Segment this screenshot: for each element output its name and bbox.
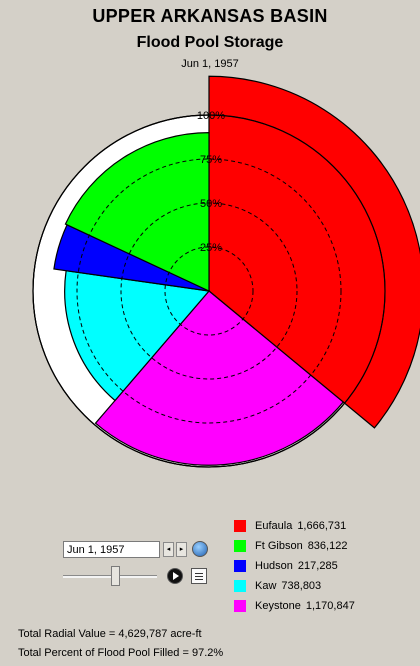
total-percent-filled: Total Percent of Flood Pool Filled = 97.… (18, 647, 224, 659)
globe-icon[interactable] (192, 541, 208, 557)
notes-icon[interactable] (191, 568, 207, 584)
legend-item: Kaw 738,803 (234, 576, 355, 596)
legend-swatch (234, 600, 246, 612)
legend-value: 217,285 (297, 560, 338, 572)
date-input[interactable]: Jun 1, 1957 (63, 541, 160, 558)
outer-ring (32, 114, 386, 468)
wedge-eufaula (208, 75, 420, 429)
legend-label: Ft Gibson (255, 540, 303, 552)
ring-line (76, 158, 342, 424)
legend-swatch (234, 540, 246, 552)
total-radial-value: Total Radial Value = 4,629,787 acre-ft (18, 628, 202, 640)
legend-value: 1,170,847 (305, 600, 355, 612)
legend-label: Eufaula (255, 520, 293, 532)
ring-line (120, 202, 298, 380)
legend-label: Keystone (255, 600, 301, 612)
next-date-button[interactable]: ▸ (176, 542, 187, 557)
polar-chart: 25% 50% 75% 100% (32, 75, 420, 468)
ring-label: 50% (200, 198, 222, 210)
legend-swatch (234, 560, 246, 572)
wedge-ft-gibson (64, 131, 210, 292)
ring-line (164, 246, 254, 336)
legend-swatch (234, 520, 246, 532)
prev-date-button[interactable]: ◂ (163, 542, 174, 557)
legend-value: 836,122 (307, 540, 348, 552)
wedge-kaw (64, 270, 211, 402)
chart-subtitle: Flood Pool Storage (136, 34, 284, 51)
ring-label: 25% (200, 242, 222, 254)
chart-title: UPPER ARKANSAS BASIN (92, 6, 328, 26)
legend-item: Ft Gibson 836,122 (234, 536, 355, 556)
legend-value: 738,803 (281, 580, 322, 592)
legend-label: Kaw (255, 580, 277, 592)
legend-label: Hudson (255, 560, 293, 572)
legend-item: Eufaula 1,666,731 (234, 516, 355, 536)
slider-thumb[interactable] (110, 566, 120, 586)
chart-date: Jun 1, 1957 (181, 58, 239, 70)
date-slider[interactable] (63, 575, 157, 578)
legend-swatch (234, 580, 246, 592)
ring-label: 75% (200, 154, 222, 166)
legend-value: 1,666,731 (297, 520, 347, 532)
ring-label: 100% (197, 110, 225, 122)
legend: Eufaula 1,666,731 Ft Gibson 836,122 Hudson 21… (234, 516, 355, 616)
legend-item: Keystone 1,170,847 (234, 596, 355, 616)
legend-item: Hudson 217,285 (234, 556, 355, 576)
play-icon[interactable] (167, 568, 183, 584)
